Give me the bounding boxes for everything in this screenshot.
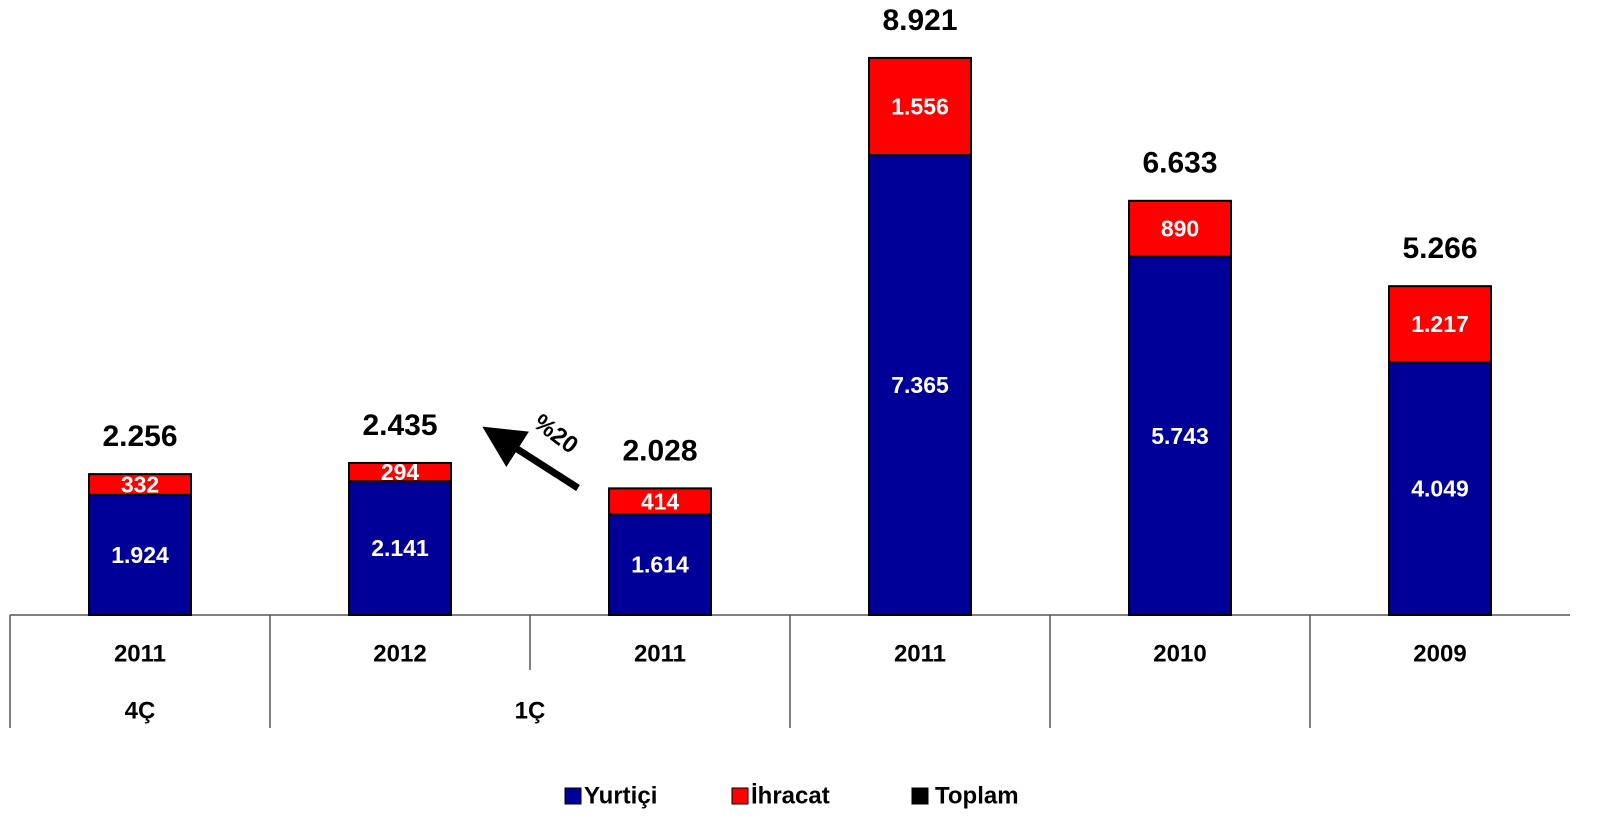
total-label: 5.266	[1402, 232, 1477, 265]
data-label: 414	[641, 488, 680, 514]
data-label: 5.743	[1151, 423, 1209, 449]
bar-segment	[868, 154, 972, 616]
bar-segment	[348, 461, 452, 483]
bar-segment	[1128, 255, 1232, 616]
legend-swatch	[911, 787, 929, 805]
bar-segment	[608, 487, 712, 516]
x-tick-label: 2011	[114, 640, 166, 667]
data-label: 294	[381, 459, 420, 485]
total-label: 2.435	[362, 409, 437, 442]
annotation-arrow	[482, 426, 580, 491]
data-label: 1.924	[111, 542, 169, 568]
total-label: 2.256	[102, 420, 177, 453]
bar-segment	[88, 493, 192, 617]
data-label: 7.365	[891, 372, 949, 398]
legend-swatch	[564, 787, 582, 805]
total-label: 6.633	[1142, 147, 1217, 180]
group-label: 4Ç	[125, 697, 156, 724]
data-label: 1.556	[891, 94, 949, 120]
legend-swatch	[731, 787, 749, 805]
bar-segment	[608, 513, 712, 616]
total-label: 2.028	[622, 434, 697, 467]
x-tick-label: 2009	[1413, 640, 1466, 667]
total-label: 8.921	[882, 4, 957, 37]
x-tick-label: 2010	[1153, 640, 1206, 667]
data-label: 890	[1161, 216, 1199, 242]
legend-label: Toplam	[935, 782, 1019, 809]
data-label: 2.141	[371, 535, 429, 561]
data-label: 1.217	[1411, 311, 1469, 337]
data-label: 1.614	[631, 552, 689, 578]
bar-segment	[348, 480, 452, 617]
data-label: 4.049	[1411, 476, 1469, 502]
group-label: 1Ç	[515, 697, 546, 724]
legend-label: Yurtiçi	[584, 782, 657, 809]
annotation: %20	[528, 409, 583, 459]
x-tick-label: 2012	[373, 640, 426, 667]
x-tick-label: 2011	[894, 640, 946, 667]
bar-segment	[1128, 199, 1232, 258]
bar-segment	[1388, 361, 1492, 616]
bar-segment	[868, 56, 972, 157]
x-tick-label: 2011	[634, 640, 686, 667]
legend-label: İhracat	[751, 782, 830, 809]
bar-segment	[88, 473, 192, 496]
data-label: 332	[121, 472, 159, 498]
bar-segment	[1388, 285, 1492, 364]
